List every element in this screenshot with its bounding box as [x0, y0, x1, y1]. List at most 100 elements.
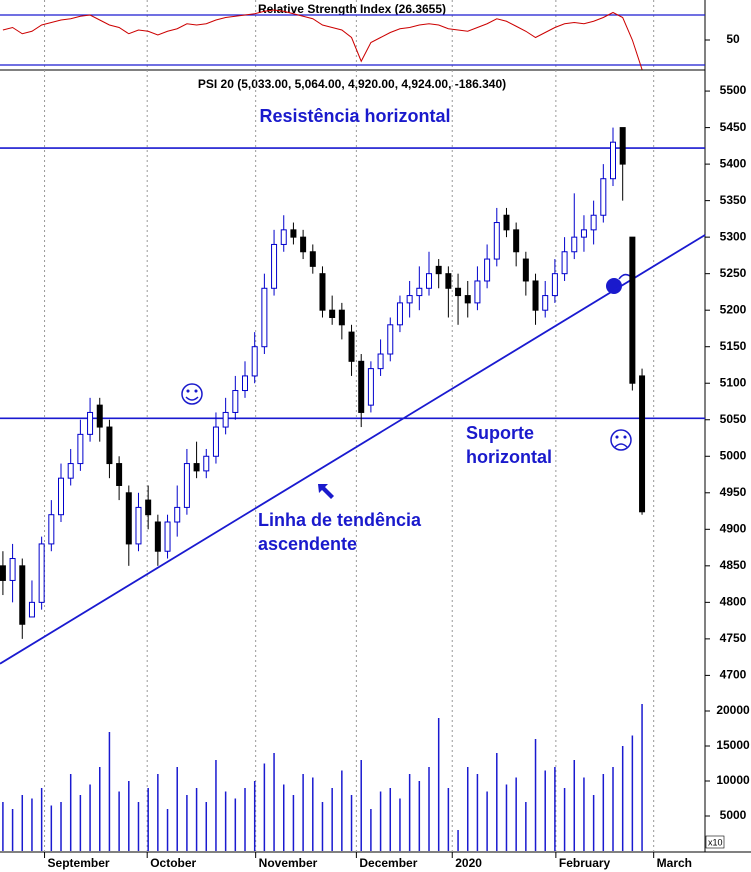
candle-body [9, 558, 16, 581]
volume-bar [11, 809, 14, 851]
candle-body [222, 411, 229, 428]
volume-bar [79, 795, 82, 851]
candle-body [290, 229, 297, 238]
volume-bar [525, 802, 527, 851]
volume-bar [418, 781, 421, 851]
candle-body [551, 273, 558, 297]
candle-body [522, 258, 529, 282]
y-tick-label: 4900 [720, 521, 747, 535]
candle-body [377, 353, 384, 370]
candle-body [629, 236, 636, 384]
volume-bar [224, 791, 227, 851]
volume-bar [2, 802, 4, 851]
multiplier-label: x10 [708, 837, 723, 847]
candle-body [251, 346, 258, 377]
candle-body [125, 492, 132, 545]
x-tick-label: November [259, 856, 318, 870]
volume-bar [612, 767, 614, 851]
candle-body [145, 499, 152, 516]
volume-bar [60, 802, 62, 851]
volume-bar [282, 784, 285, 851]
volume-bar [166, 809, 169, 851]
candle-body [426, 273, 433, 289]
candle-body [232, 390, 239, 413]
rsi-title: Relative Strength Index (26.3655) [258, 2, 446, 16]
volume-bar [631, 735, 634, 851]
volume-bar [437, 718, 440, 851]
x-tick-label: October [150, 856, 196, 870]
candle-body [464, 295, 471, 304]
candle-body [0, 565, 6, 581]
volume-bar [583, 777, 585, 851]
volume-bar [253, 781, 256, 851]
volume-bar [98, 767, 101, 851]
volume-bar [89, 784, 91, 851]
volume-bar [399, 798, 401, 851]
annotation: horizontal [466, 447, 552, 467]
volume-bar [476, 774, 479, 851]
bomb-icon [606, 273, 631, 294]
y-tick-label: 5150 [720, 339, 747, 353]
volume-bar [69, 774, 72, 851]
candle-body [309, 251, 316, 267]
volume-bar [496, 753, 498, 851]
annotation: Suporte [466, 423, 534, 443]
volume-bar [641, 704, 643, 851]
x-tick-label: September [48, 856, 110, 870]
volume-bar [486, 791, 488, 851]
candle-body [600, 178, 607, 216]
candle-body [203, 455, 210, 472]
candle-body [396, 302, 403, 326]
y-tick-label: 5300 [720, 229, 747, 243]
smiley-icon [181, 383, 203, 405]
candle-body [87, 411, 94, 435]
volume-bar [195, 788, 198, 851]
y-tick-label: 5500 [720, 83, 747, 97]
candle-body [174, 506, 181, 523]
candle-body [387, 324, 394, 355]
volume-bar [108, 732, 111, 851]
candle-body [106, 426, 113, 465]
volume-bar [370, 809, 372, 851]
candle-body [639, 375, 646, 513]
y-tick-label: 4950 [720, 485, 747, 499]
volume-bar [621, 746, 624, 851]
volume-bar [186, 795, 188, 851]
y-tick-label: 5400 [720, 156, 747, 170]
multiplier-box [705, 835, 725, 849]
candle-body [261, 287, 268, 348]
arrow-icon [318, 484, 334, 499]
volume-bar [176, 767, 178, 851]
candle-body [571, 236, 578, 253]
candle-body [77, 433, 84, 465]
candle-body [542, 295, 549, 311]
trend-line [0, 234, 706, 665]
candle-body [416, 287, 423, 297]
y-tick-label: 5200 [720, 302, 747, 316]
volume-bar [50, 805, 53, 851]
volume-bar [505, 784, 508, 851]
volume-bar [118, 791, 120, 851]
volume-bar [534, 739, 537, 851]
candle-body [610, 141, 617, 180]
y-tick-label: 4750 [720, 631, 747, 645]
volume-bar [457, 830, 459, 851]
volume-bar [312, 777, 314, 851]
volume-bar [128, 781, 130, 851]
volume-bar [234, 798, 237, 851]
candle-body [67, 463, 74, 479]
volume-bar [360, 760, 362, 851]
candle-body [619, 127, 626, 165]
frown-icon [610, 429, 632, 451]
candle-body [513, 229, 520, 253]
y-tick-label: 50 [726, 32, 740, 46]
volume-bar [273, 753, 275, 851]
volume-bar [215, 760, 217, 851]
volume-bar [292, 795, 295, 851]
volume-bar [563, 788, 566, 851]
y-tick-label: 4850 [720, 558, 747, 572]
volume-bar [544, 770, 546, 851]
x-tick-label: February [559, 856, 611, 870]
